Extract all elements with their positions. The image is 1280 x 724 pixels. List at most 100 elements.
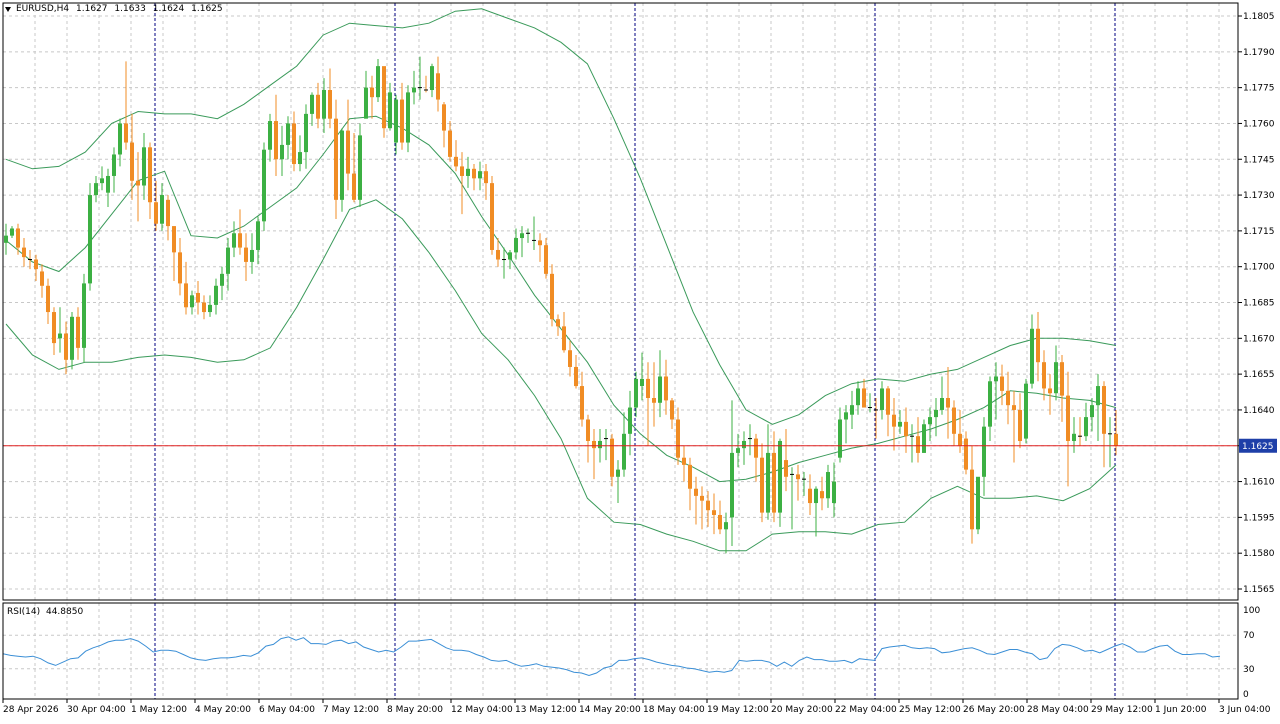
candle[interactable] [220, 266, 224, 301]
candle[interactable] [970, 445, 974, 544]
candle[interactable] [748, 424, 752, 456]
candle[interactable] [40, 264, 44, 298]
candle[interactable] [616, 460, 620, 504]
candle[interactable] [652, 362, 656, 427]
candle[interactable] [940, 376, 944, 415]
candle[interactable] [604, 429, 608, 461]
candle[interactable] [286, 116, 290, 160]
candle[interactable] [460, 152, 464, 215]
candle[interactable] [892, 398, 896, 451]
candle[interactable] [772, 431, 776, 523]
candle[interactable] [22, 238, 26, 267]
candle[interactable] [394, 94, 398, 155]
symbol-menu-arrow-icon[interactable] [5, 7, 11, 12]
candle[interactable] [526, 228, 530, 243]
candle[interactable] [664, 359, 668, 415]
candle[interactable] [16, 223, 20, 255]
candle[interactable] [268, 113, 272, 162]
candle[interactable] [118, 118, 122, 167]
candle[interactable] [778, 438, 782, 527]
candle[interactable] [76, 307, 80, 360]
candle[interactable] [1090, 398, 1094, 432]
candle[interactable] [514, 228, 518, 260]
candle[interactable] [1096, 374, 1100, 441]
candle[interactable] [4, 223, 8, 255]
candle[interactable] [202, 295, 206, 320]
candle[interactable] [1102, 381, 1106, 468]
candle[interactable] [754, 433, 758, 482]
candle[interactable] [472, 164, 476, 191]
candle[interactable] [376, 58, 380, 102]
candle[interactable] [550, 264, 554, 327]
candle[interactable] [808, 474, 812, 515]
candle[interactable] [358, 123, 362, 207]
candle[interactable] [382, 66, 386, 138]
candle[interactable] [874, 398, 878, 439]
candle[interactable] [856, 381, 860, 415]
candle[interactable] [814, 486, 818, 537]
candle[interactable] [142, 132, 146, 200]
candle[interactable] [706, 491, 710, 527]
candle[interactable] [244, 233, 248, 282]
candle[interactable] [1024, 378, 1028, 444]
candle[interactable] [502, 247, 506, 279]
candle[interactable] [430, 63, 434, 98]
candle[interactable] [742, 431, 746, 465]
candle[interactable] [412, 70, 416, 105]
candle[interactable] [760, 443, 764, 523]
candle[interactable] [304, 104, 308, 169]
candle[interactable] [154, 180, 158, 231]
candle[interactable] [982, 417, 986, 496]
candle[interactable] [574, 355, 578, 389]
candle[interactable] [928, 407, 932, 441]
candle[interactable] [106, 168, 110, 207]
candle[interactable] [436, 56, 440, 112]
candle[interactable] [700, 486, 704, 530]
candle[interactable] [34, 254, 38, 282]
candle[interactable] [886, 386, 890, 437]
candle[interactable] [1030, 314, 1034, 389]
candle[interactable] [988, 376, 992, 441]
candle[interactable] [316, 82, 320, 129]
candle[interactable] [784, 429, 788, 492]
candle[interactable] [796, 464, 800, 501]
candle[interactable] [568, 340, 572, 377]
candle[interactable] [448, 121, 452, 162]
candle[interactable] [490, 175, 494, 255]
candle[interactable] [346, 99, 350, 191]
candle[interactable] [838, 407, 842, 463]
candle[interactable] [310, 92, 314, 126]
candle[interactable] [850, 390, 854, 430]
candle[interactable] [418, 56, 422, 100]
candle[interactable] [112, 147, 116, 193]
candle[interactable] [730, 400, 734, 547]
candle[interactable] [1000, 364, 1004, 406]
candle[interactable] [250, 233, 254, 274]
candle[interactable] [736, 433, 740, 468]
candle[interactable] [868, 393, 872, 413]
candle[interactable] [1078, 417, 1082, 446]
candle[interactable] [934, 398, 938, 437]
candle[interactable] [976, 476, 980, 535]
candle[interactable] [52, 307, 56, 356]
candle[interactable] [718, 500, 722, 535]
candle[interactable] [130, 113, 134, 200]
candle[interactable] [628, 390, 632, 456]
candle[interactable] [880, 381, 884, 420]
candle[interactable] [898, 409, 902, 434]
candle[interactable] [1060, 355, 1064, 422]
candle[interactable] [1006, 371, 1010, 425]
candle[interactable] [424, 75, 428, 93]
candle[interactable] [580, 371, 584, 427]
candle[interactable] [712, 493, 716, 535]
candle[interactable] [610, 433, 614, 487]
candle[interactable] [58, 307, 62, 353]
candle[interactable] [676, 407, 680, 465]
candle[interactable] [694, 476, 698, 525]
candle[interactable] [262, 142, 266, 231]
candle[interactable] [1066, 371, 1070, 487]
candle[interactable] [658, 350, 662, 418]
candle[interactable] [214, 278, 218, 315]
candle[interactable] [766, 424, 770, 520]
candle[interactable] [208, 295, 212, 317]
